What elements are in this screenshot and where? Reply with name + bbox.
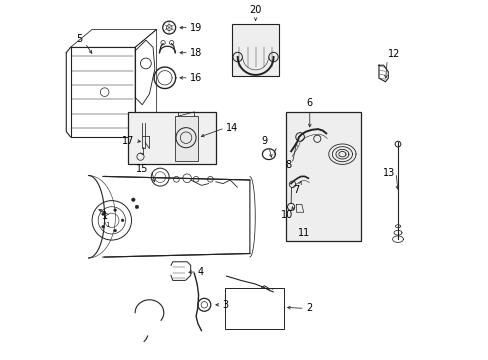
Bar [232,24,278,76]
Text: 5: 5 [77,35,83,44]
Text: 20: 20 [249,5,261,15]
Text: 16: 16 [190,73,202,83]
Text: 12: 12 [387,49,400,59]
Text: 10: 10 [280,210,292,220]
Text: 3: 3 [222,300,228,310]
Circle shape [135,205,139,209]
Bar [128,112,215,164]
Text: 1: 1 [102,211,108,221]
Bar [174,116,198,161]
Text: 8: 8 [285,160,290,170]
Text: 19: 19 [190,23,202,33]
Circle shape [102,213,104,215]
Text: 4: 4 [198,267,203,277]
Text: 18: 18 [190,48,202,58]
Text: 17: 17 [122,136,134,145]
Text: 1: 1 [105,222,109,228]
Text: 6: 6 [306,98,312,108]
Circle shape [131,198,135,202]
Bar [224,288,284,329]
Circle shape [121,219,124,222]
Text: 11: 11 [297,228,309,238]
Text: 9: 9 [261,136,267,146]
Text: 2: 2 [305,303,311,314]
Text: 13: 13 [382,168,394,178]
Text: 14: 14 [225,123,238,133]
Bar [285,112,360,241]
Text: 7: 7 [292,185,298,195]
Circle shape [102,225,104,228]
Circle shape [114,229,116,232]
Circle shape [114,209,116,212]
Text: 15: 15 [136,164,148,174]
